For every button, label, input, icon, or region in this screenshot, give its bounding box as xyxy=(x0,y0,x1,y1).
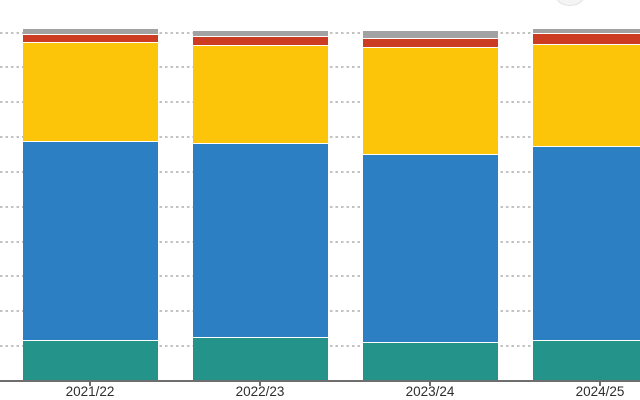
bar-segment-red-segment[interactable] xyxy=(532,32,640,45)
bar-segment-teal-bottom-segment[interactable] xyxy=(22,339,158,380)
bar-segment-red-segment[interactable] xyxy=(192,35,328,46)
x-axis-tick-label: 2022/23 xyxy=(235,384,285,399)
bar-2022-23 xyxy=(192,30,328,380)
bar-segment-blue-segment[interactable] xyxy=(532,146,640,340)
bar-segment-red-segment[interactable] xyxy=(22,33,158,42)
x-axis-tick xyxy=(259,382,261,386)
bar-segment-gray-top-segment[interactable] xyxy=(192,30,328,36)
bar-segment-blue-segment[interactable] xyxy=(362,154,498,342)
bar-segment-blue-segment[interactable] xyxy=(192,142,328,338)
bar-segment-yellow-segment[interactable] xyxy=(22,41,158,141)
x-axis-tick xyxy=(429,382,431,386)
bar-2024-25 xyxy=(532,28,640,380)
bar-segment-blue-segment[interactable] xyxy=(22,140,158,340)
bar-segment-teal-bottom-segment[interactable] xyxy=(192,337,328,380)
bar-segment-yellow-segment[interactable] xyxy=(532,44,640,147)
bar-segment-gray-top-segment[interactable] xyxy=(532,28,640,33)
bar-segment-red-segment[interactable] xyxy=(362,37,498,47)
bar-segment-yellow-segment[interactable] xyxy=(362,46,498,155)
x-axis-tick-label: 2021/22 xyxy=(65,384,115,399)
x-axis-tick-label: 2023/24 xyxy=(405,384,455,399)
x-axis-tick xyxy=(599,382,601,386)
bar-segment-teal-bottom-segment[interactable] xyxy=(362,341,498,380)
bar-segment-yellow-segment[interactable] xyxy=(192,45,328,143)
x-axis-line xyxy=(0,380,640,382)
x-axis-tick-label: 2024/25 xyxy=(575,384,625,399)
bar-2021-22 xyxy=(22,29,158,380)
bar-segment-gray-top-segment[interactable] xyxy=(362,30,498,38)
bar-2023-24 xyxy=(362,30,498,380)
cropped-circle-element xyxy=(556,0,584,6)
bar-segment-gray-top-segment[interactable] xyxy=(22,29,158,34)
x-axis-tick xyxy=(89,382,91,386)
bar-segment-teal-bottom-segment[interactable] xyxy=(532,339,640,380)
